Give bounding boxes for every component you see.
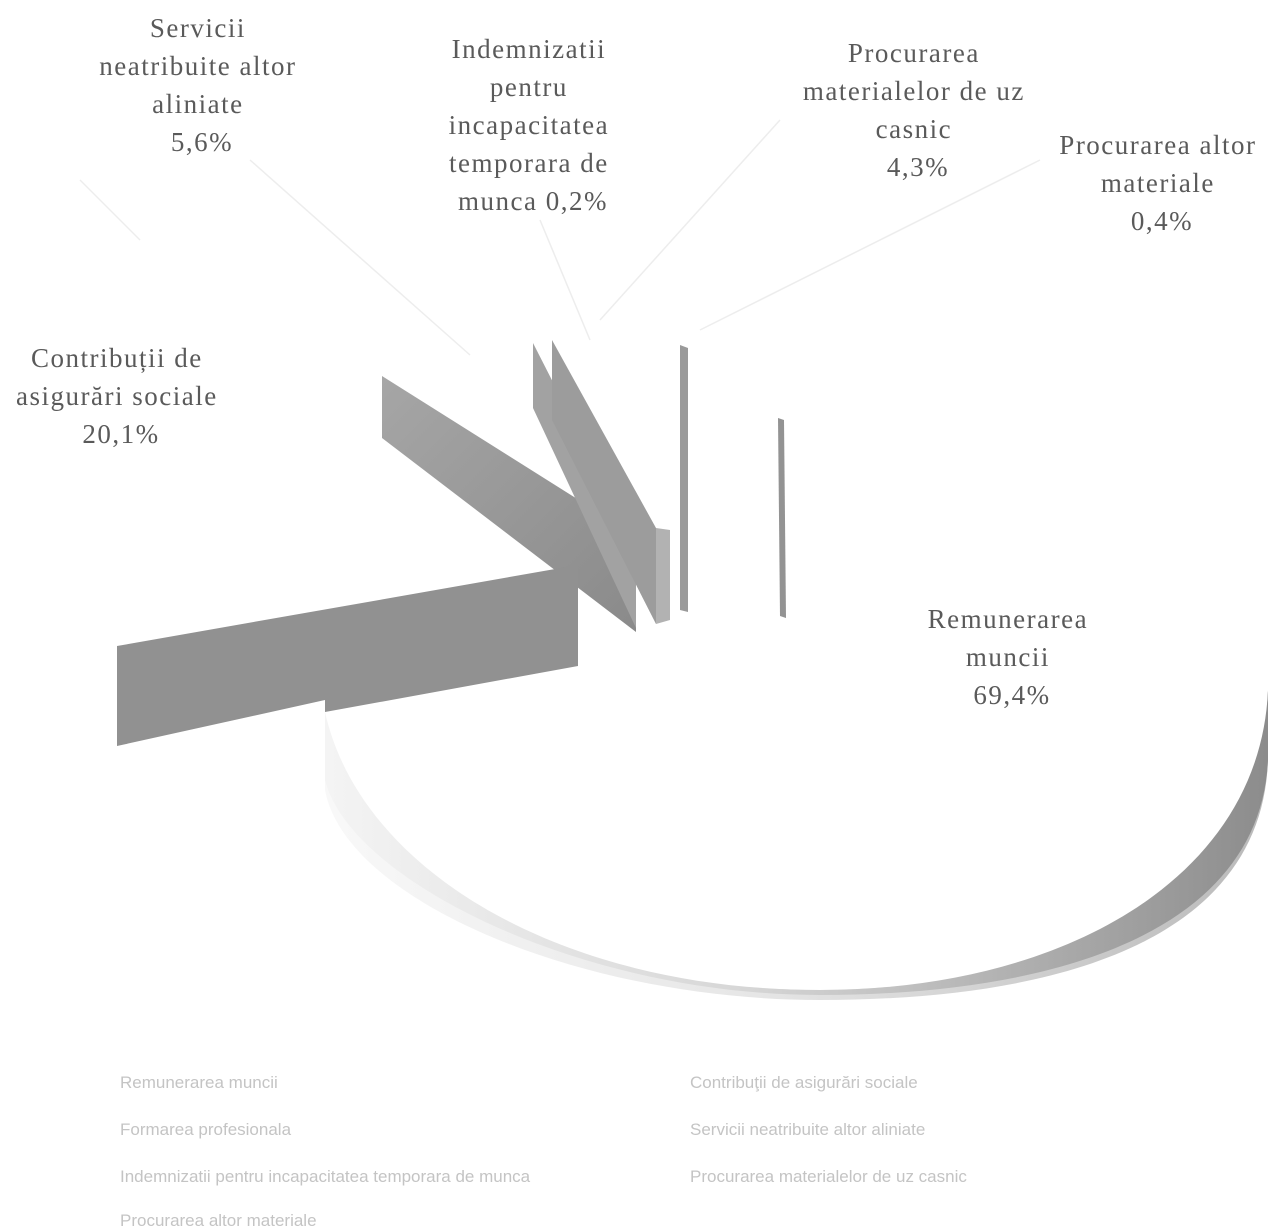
label-uz-casnic-line-2: materialelor de uz	[803, 76, 1025, 106]
label-altor-materiale-line-2: materiale	[1101, 168, 1215, 198]
leader-line-indemnizatii	[539, 219, 591, 341]
slice-altor-materiale-face	[778, 418, 786, 618]
label-servicii-line-1: Servicii	[150, 13, 246, 43]
slice-uz-casnic	[680, 345, 688, 612]
legend-entry-uz-casnic: Procurarea materialelor de uz casnic	[690, 1167, 967, 1186]
leader-line-servicii	[249, 159, 471, 356]
label-indemnizatii-line-5: munca 0,2%	[458, 186, 608, 216]
label-contributii-line-2: asigurări sociale	[16, 381, 218, 411]
label-remunerarea-line-1: Remunerarea	[928, 604, 1088, 634]
label-indemnizatii-line-3: incapacitatea	[449, 110, 609, 140]
slice-contributii	[108, 375, 636, 746]
slice-uz-casnic-face	[680, 345, 688, 612]
leader-lines	[79, 119, 1041, 356]
slice-remunerarea-top	[325, 612, 1268, 940]
label-remunerarea-line-3: 69,4%	[973, 680, 1050, 710]
legend-entry-contributii: Contribuţii de asigurări sociale	[690, 1073, 918, 1092]
slice-contributii-front-face	[117, 565, 578, 746]
legend-entry-remunerarea: Remunerarea muncii	[120, 1073, 278, 1092]
label-contributii-line-3: 20,1%	[82, 419, 159, 449]
slice-contributii-top	[108, 375, 575, 646]
slice-indemnizatii-face	[552, 340, 656, 624]
label-uz-casnic-line-3: casnic	[876, 114, 952, 144]
legend-entry-altor-materiale: Procurarea altor materiale	[120, 1211, 317, 1227]
legend-entry-servicii: Servicii neatribuite altor aliniate	[690, 1120, 925, 1139]
leader-line-altor-materiale	[699, 159, 1041, 331]
label-indemnizatii: Indemnizatii pentru incapacitatea tempor…	[449, 34, 618, 216]
label-indemnizatii-line-4: temporara de	[449, 148, 609, 178]
slice-altor-materiale	[778, 418, 786, 618]
legend-entry-formarea: Formarea profesionala	[120, 1120, 292, 1139]
leader-line-contributii	[79, 179, 141, 241]
slice-indemnizatii-edge	[656, 528, 670, 624]
label-contributii: Contribuții de asigurări sociale 20,1%	[16, 343, 226, 449]
legend-entry-indemnizatii: Indemnizatii pentru incapacitatea tempor…	[120, 1167, 531, 1186]
label-servicii-line-2: neatribuite altor	[99, 51, 296, 81]
label-remunerarea: Remunerarea muncii 69,4%	[928, 604, 1097, 710]
label-contributii-line-1: Contribuții de	[31, 343, 203, 373]
label-uz-casnic: Procurarea materialelor de uz casnic 4,3…	[803, 38, 1033, 182]
label-indemnizatii-line-2: pentru	[490, 72, 568, 102]
slice-indemnizatii	[552, 340, 670, 624]
legend: Remunerarea muncii Contribuţii de asigur…	[120, 1073, 967, 1227]
label-altor-materiale: Procurarea altor materiale 0,4%	[1059, 130, 1264, 236]
label-indemnizatii-line-1: Indemnizatii	[452, 34, 606, 64]
label-servicii-line-3: aliniate	[152, 89, 243, 119]
label-servicii: Servicii neatribuite altor aliniate 5,6%	[99, 13, 304, 157]
label-remunerarea-line-2: muncii	[966, 642, 1050, 672]
label-servicii-line-4: 5,6%	[171, 127, 233, 157]
data-labels: Servicii neatribuite altor aliniate 5,6%…	[16, 13, 1264, 710]
slice-remunerarea	[325, 612, 1268, 1000]
label-altor-materiale-line-1: Procurarea altor	[1059, 130, 1256, 160]
label-altor-materiale-line-3: 0,4%	[1131, 206, 1193, 236]
leader-line-uz-casnic	[599, 119, 781, 321]
label-uz-casnic-line-4: 4,3%	[887, 152, 949, 182]
label-uz-casnic-line-1: Procurarea	[848, 38, 980, 68]
